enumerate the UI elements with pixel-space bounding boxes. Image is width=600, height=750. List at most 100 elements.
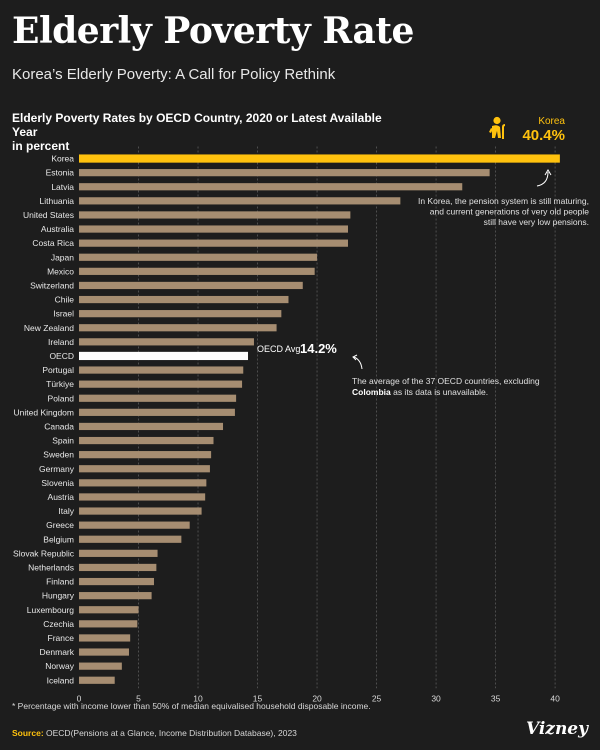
bar-slovak-republic	[79, 549, 158, 557]
label-czechia: Czechia	[43, 619, 74, 629]
label-netherlands: Netherlands	[28, 562, 74, 572]
bar-oecd	[79, 351, 249, 361]
label-australia: Australia	[41, 224, 74, 234]
page-title: Elderly Poverty Rate	[12, 10, 414, 52]
oecd-note-line-1: The average of the 37 OECD countries, ex…	[352, 376, 540, 386]
label-france: France	[48, 633, 75, 643]
label-sweden: Sweden	[43, 450, 74, 460]
bar-hungary	[79, 592, 152, 600]
korea-icon	[489, 116, 505, 139]
bar-belgium	[79, 535, 182, 543]
bar-canada	[79, 422, 224, 431]
label-new-zealand: New Zealand	[24, 323, 74, 333]
bar-italy	[79, 507, 202, 515]
label-portugal: Portugal	[42, 365, 74, 375]
oecd-note-arrow-icon	[353, 356, 363, 370]
bar-switzerland	[79, 281, 303, 290]
x-tick-20: 20	[312, 693, 322, 703]
x-tick-labels: 0 5 10 15 20 25 30 35 40	[77, 693, 560, 703]
bar-sweden	[79, 451, 212, 459]
chart-title-main: Elderly Poverty Rates by OECD Country, 2…	[12, 111, 382, 139]
x-tick-0: 0	[77, 693, 82, 703]
bar-czechia	[79, 620, 138, 628]
bar-united-states	[79, 211, 351, 219]
x-tick-15: 15	[253, 693, 263, 703]
bar-estonia	[79, 169, 490, 177]
category-labels: Korea Estonia Latvia Lithuania United States…	[13, 154, 75, 686]
brand-logo: Vizney	[525, 719, 588, 739]
bar-chile	[79, 295, 289, 304]
x-tick-25: 25	[372, 693, 382, 703]
label-spain: Spain	[52, 436, 74, 446]
bar-poland	[79, 394, 237, 402]
bar-israel	[79, 310, 282, 318]
label-estonia: Estonia	[46, 168, 75, 178]
source: Source: OECD(Pensions at a Glance, Incom…	[12, 728, 297, 738]
oecd-avg-label: OECD Avg.	[257, 344, 303, 354]
bar-greece	[79, 521, 190, 529]
bar-denmark	[79, 648, 129, 656]
label-chile: Chile	[55, 295, 75, 305]
bar-austria	[79, 493, 206, 501]
chart-title-unit: in percent	[12, 139, 70, 153]
korea-note-line-3: still have very low pensions.	[484, 217, 589, 227]
korea-note-line-2: and current generations of very old peop…	[430, 207, 590, 217]
label-oecd: OECD	[49, 351, 74, 361]
bar-costa-rica	[79, 239, 348, 247]
bar-new-zealand	[79, 324, 277, 332]
korea-note: In Korea, the pension system is still ma…	[418, 196, 589, 227]
label-lithuania: Lithuania	[39, 196, 74, 206]
label-korea: Korea	[51, 154, 74, 164]
bar-spain	[79, 436, 214, 445]
chart-title: Elderly Poverty Rates by OECD Country, 2…	[12, 111, 392, 153]
korea-highlight-value: 40.4%	[522, 127, 565, 144]
bar-iceland	[79, 676, 115, 684]
x-tick-30: 30	[431, 693, 441, 703]
oecd-avg-value: 14.2%	[300, 341, 337, 356]
bar-slovenia	[79, 479, 207, 487]
bar-australia	[79, 225, 348, 233]
label-switzerland: Switzerland	[30, 280, 74, 290]
label-italy: Italy	[58, 506, 74, 516]
bar-netherlands	[79, 563, 157, 572]
label-belgium: Belgium	[43, 534, 74, 544]
label-luxembourg: Luxembourg	[27, 605, 75, 615]
label-canada: Canada	[44, 421, 74, 431]
bars	[79, 154, 560, 684]
label-norway: Norway	[45, 661, 75, 671]
oecd-note-arrowhead-icon	[352, 354, 358, 361]
label-finland: Finland	[46, 577, 74, 587]
label-greece: Greece	[46, 520, 74, 530]
bar-portugal	[79, 366, 244, 374]
label-costa-rica: Costa Rica	[32, 238, 74, 248]
label-slovak-republic: Slovak Republic	[13, 548, 75, 558]
label-ireland: Ireland	[48, 337, 74, 347]
label-austria: Austria	[48, 492, 75, 502]
oecd-note-rest: as its data is unavailable.	[391, 387, 488, 397]
x-tick-5: 5	[136, 693, 141, 703]
korea-note-line-1: In Korea, the pension system is still ma…	[418, 196, 589, 206]
oecd-note-line-2: Colombia as its data is unavailable.	[352, 387, 488, 397]
label-hungary: Hungary	[42, 591, 75, 601]
label-slovenia: Slovenia	[41, 478, 74, 488]
label-mexico: Mexico	[47, 266, 74, 276]
bar-finland	[79, 577, 154, 586]
x-tick-40: 40	[550, 693, 560, 703]
label-united-kingdom: United Kingdom	[14, 407, 74, 417]
label-japan: Japan	[51, 252, 74, 262]
label-latvia: Latvia	[51, 182, 74, 192]
x-tick-10: 10	[193, 693, 203, 703]
korea-note-arrow-icon	[536, 171, 549, 187]
label-poland: Poland	[48, 393, 75, 403]
source-text: OECD(Pensions at a Glance, Income Distri…	[43, 728, 297, 738]
bar-latvia	[79, 183, 463, 191]
korea-highlight-label: Korea	[538, 116, 565, 127]
page-subtitle: Korea’s Elderly Poverty: A Call for Poli…	[12, 66, 336, 83]
label-iceland: Iceland	[47, 675, 75, 685]
label-t-rkiye: Türkiye	[46, 379, 74, 389]
label-germany: Germany	[39, 464, 75, 474]
bar-germany	[79, 465, 210, 473]
bar-ireland	[79, 338, 254, 346]
footnote: * Percentage with income lower than 50% …	[12, 701, 371, 711]
